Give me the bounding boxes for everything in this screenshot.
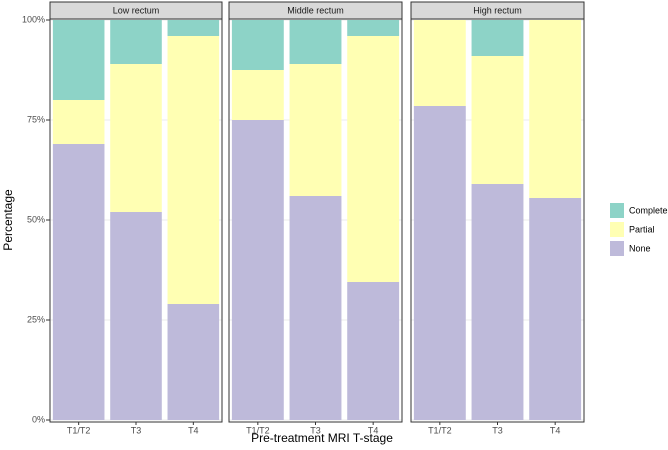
legend-label: Partial — [629, 224, 655, 234]
bar-segment — [167, 304, 220, 420]
bar-segment — [231, 120, 284, 420]
bar-segment — [110, 20, 162, 64]
bar-segment — [167, 20, 220, 36]
y-axis-title: Percentage — [1, 189, 15, 251]
strip-label: Low rectum — [113, 5, 160, 15]
strip-label: High rectum — [473, 5, 522, 15]
x-tick-label: T3 — [492, 425, 503, 435]
y-tick-label: 50% — [27, 214, 45, 224]
strip — [410, 1, 585, 20]
legend-key — [610, 241, 624, 256]
bar-segment — [52, 144, 105, 420]
bar-segment — [347, 282, 400, 420]
legend-key — [610, 222, 624, 237]
bar-segment — [289, 196, 342, 420]
bar-segment — [289, 20, 342, 64]
legend-label: Complete — [629, 205, 668, 215]
strip — [228, 1, 403, 20]
bar-segment — [471, 184, 524, 420]
bar-segment — [529, 198, 582, 420]
x-tick-label: T1/T2 — [67, 425, 91, 435]
bar-segment — [529, 20, 582, 198]
bar-segment — [413, 20, 466, 106]
bar-segment — [52, 20, 105, 100]
bar-segment — [231, 70, 284, 120]
y-tick-label: 0% — [32, 414, 45, 424]
bar-segment — [110, 64, 162, 212]
bar-segment — [471, 20, 524, 56]
x-tick-label: T3 — [310, 425, 321, 435]
x-axis-title: Pre-treatment MRI T-stage — [251, 431, 393, 445]
strip — [49, 1, 223, 20]
bar-segment — [110, 212, 162, 420]
x-tick-label: T4 — [188, 425, 199, 435]
bar-segment — [413, 106, 466, 420]
bar-segment — [231, 20, 284, 70]
x-tick-label: T1/T2 — [428, 425, 452, 435]
x-tick-label: T1/T2 — [246, 425, 270, 435]
legend-label: None — [629, 243, 651, 253]
y-tick-label: 25% — [27, 314, 45, 324]
bar-segment — [347, 20, 400, 36]
legend-key — [610, 203, 624, 218]
x-tick-label: T4 — [368, 425, 379, 435]
strip-label: Middle rectum — [287, 5, 344, 15]
bar-segment — [471, 56, 524, 184]
x-tick-label: T3 — [131, 425, 142, 435]
y-tick-label: 100% — [22, 14, 45, 24]
bar-segment — [52, 100, 105, 144]
bar-segment — [167, 36, 220, 304]
bar-segment — [289, 64, 342, 196]
x-tick-label: T4 — [550, 425, 561, 435]
bar-segment — [347, 36, 400, 282]
y-tick-label: 75% — [27, 114, 45, 124]
